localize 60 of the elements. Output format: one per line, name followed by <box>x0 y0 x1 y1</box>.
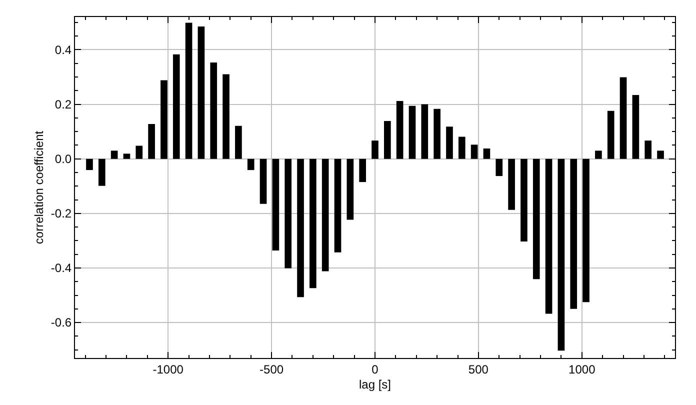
bar <box>198 26 205 159</box>
bar <box>408 106 416 159</box>
x-tick-label: 500 <box>468 362 489 376</box>
bar <box>210 62 218 159</box>
x-tick-label: -500 <box>260 362 284 376</box>
bar <box>508 158 515 210</box>
bar <box>607 110 614 159</box>
bar <box>297 158 304 298</box>
bar <box>272 158 280 251</box>
bar <box>110 150 118 159</box>
bar <box>247 158 254 170</box>
x-axis-title: lag [s] <box>358 377 392 392</box>
bar <box>372 140 378 159</box>
bar <box>434 108 440 159</box>
bar <box>123 154 130 159</box>
bar <box>396 101 404 159</box>
bar <box>284 158 292 268</box>
bar <box>235 126 242 159</box>
bar <box>496 158 503 176</box>
bar <box>570 158 578 309</box>
bar <box>620 77 627 159</box>
bar <box>470 144 478 159</box>
bar <box>582 158 590 302</box>
bar <box>222 74 230 159</box>
bar <box>632 95 640 159</box>
bar <box>384 120 391 159</box>
bar <box>160 80 168 159</box>
bar <box>595 150 602 159</box>
bar <box>98 158 106 186</box>
x-tick-label: -1000 <box>152 362 184 376</box>
y-tick-label: 0.2 <box>54 98 72 112</box>
x-tick-label: 0 <box>372 362 379 376</box>
bar <box>172 54 180 159</box>
bar <box>86 158 93 170</box>
y-tick-label: 0.0 <box>54 152 72 166</box>
bar <box>532 158 540 280</box>
bar <box>185 22 192 159</box>
bar <box>644 140 652 159</box>
bar <box>260 158 267 204</box>
bar <box>545 158 552 314</box>
bar <box>421 104 428 159</box>
bar <box>136 146 143 159</box>
bar <box>346 158 354 220</box>
bar <box>322 158 329 272</box>
bar <box>334 158 342 252</box>
bar <box>558 158 565 351</box>
y-tick-label: -0.6 <box>50 316 72 330</box>
y-tick-label: 0.4 <box>54 42 72 57</box>
bar <box>483 148 490 159</box>
bar <box>310 158 316 288</box>
y-tick-label: -0.4 <box>50 261 72 276</box>
bar <box>148 124 155 159</box>
y-axis-title: correlation coefficient <box>32 130 46 244</box>
x-tick-label: 1000 <box>568 362 596 376</box>
bar <box>446 126 453 159</box>
bar <box>520 158 528 242</box>
bar <box>657 150 664 159</box>
y-tick-label: -0.2 <box>50 206 72 221</box>
bar <box>458 136 466 159</box>
bar <box>359 158 366 182</box>
